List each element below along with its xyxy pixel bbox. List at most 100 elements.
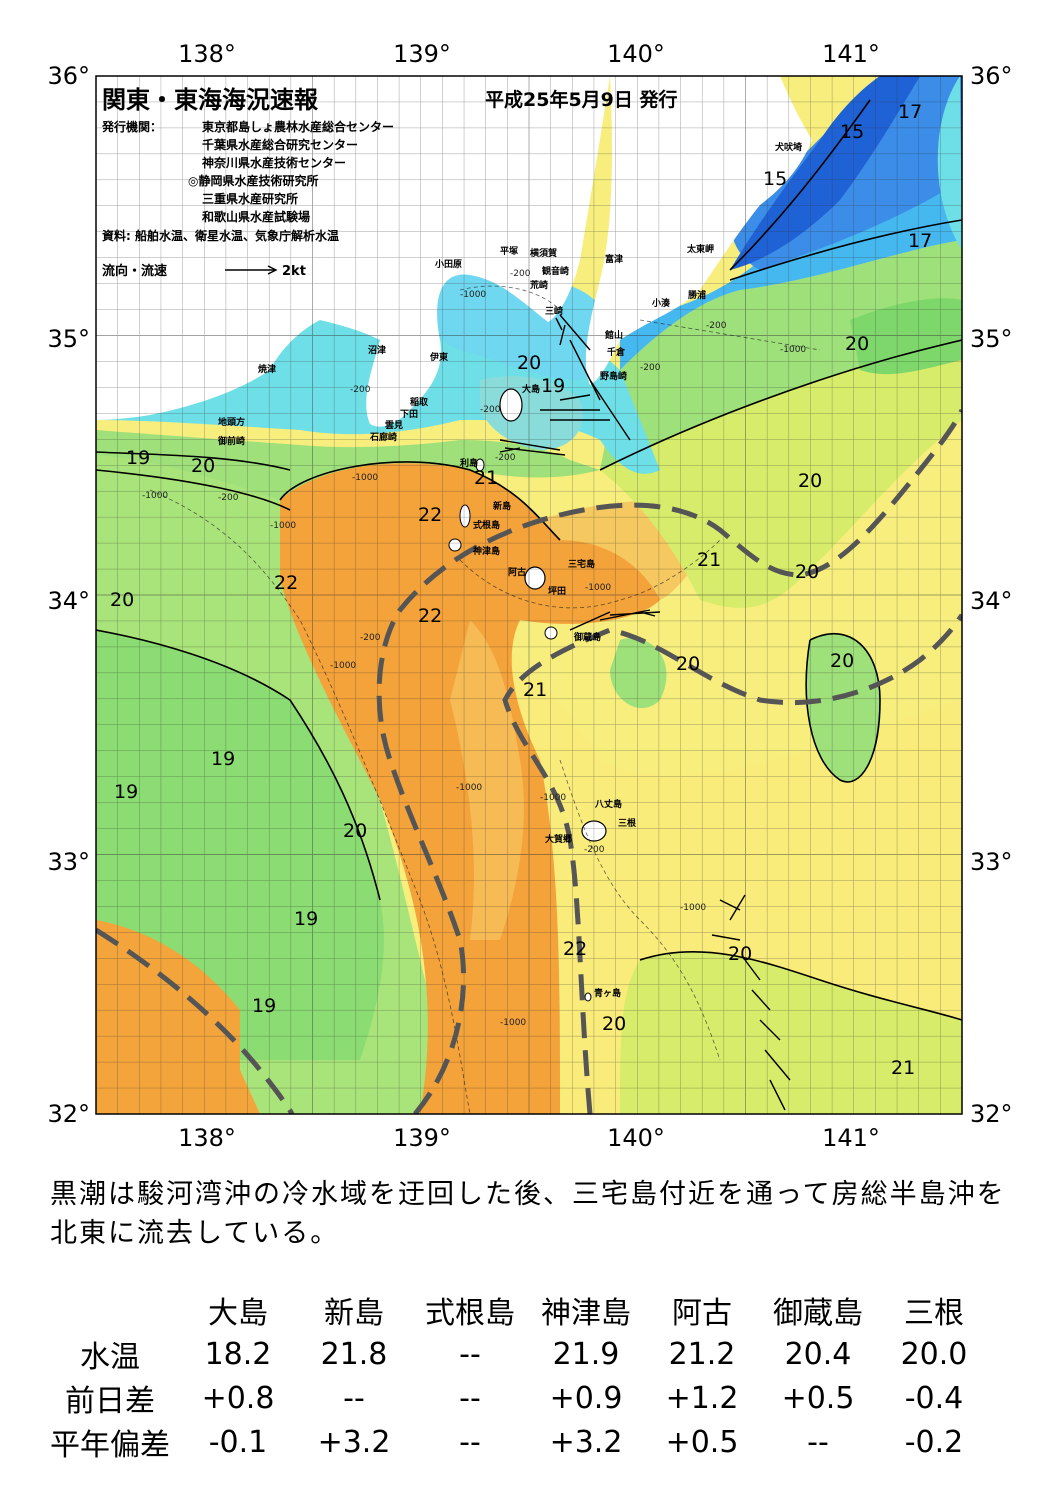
flow-legend-unit: 2kt [282, 264, 306, 279]
cell: 20.0 [900, 1336, 968, 1372]
stats-row-anomaly: 平年偏差 -0.1 +3.2 -- +3.2 +0.5 -- -0.2 [40, 1420, 992, 1464]
zone-yellowgreen-east [600, 340, 962, 608]
latitude-label: 33° [970, 848, 1013, 876]
island-oshima [499, 388, 523, 422]
depth-label: -1000 [142, 491, 168, 501]
latitude-label: 34° [970, 587, 1013, 615]
place-misaki: 三崎 [545, 305, 563, 317]
temp-label: 20 [830, 650, 854, 672]
latitude-label: 32° [47, 1100, 90, 1128]
latitude-labels-right: 36° 35° 34° 33° 32° [970, 62, 1013, 1128]
place-kannonzaki: 観音崎 [542, 265, 569, 277]
issuer-3: 神奈川県水産技術センター [202, 155, 346, 170]
island-toshima [475, 458, 485, 472]
flow-legend-arrowhead [267, 265, 278, 275]
cell: +0.9 [549, 1380, 623, 1416]
place-shikinejima: 式根島 [473, 519, 500, 531]
place-inubozaki: 犬吠埼 [774, 141, 802, 153]
cell: -- [459, 1336, 481, 1372]
longitude-label: 141° [822, 1124, 880, 1152]
depth-label: -1000 [500, 1018, 526, 1028]
isotherm-21 [279, 461, 561, 541]
depth-label: -1000 [460, 290, 486, 300]
temp-label: 20 [110, 589, 134, 611]
place-ako: 阿古 [508, 566, 526, 578]
place-irozaki: 石廊崎 [369, 431, 397, 443]
longitude-label: 139° [393, 1124, 451, 1152]
depth-label: -1000 [330, 661, 356, 671]
cell: 18.2 [204, 1336, 272, 1372]
isotherm-15 [729, 99, 871, 271]
isotherm-20-east [599, 339, 962, 471]
cell: -0.2 [904, 1424, 964, 1460]
data-source: 資料: 船舶水温、衛星水温、気象庁解析水温 [102, 228, 339, 243]
place-name-labels: 犬吠埼 太東岬 勝浦 小湊 富津 観音崎 横須賀 平塚 小田原 荒崎 三崎 館山… [217, 141, 802, 999]
depth-200-boso [639, 319, 821, 351]
place-oshima: 大島 [522, 383, 540, 395]
place-mikurajima: 御蔵島 [573, 631, 601, 643]
temp-label: 19 [252, 995, 276, 1017]
cell: 21.9 [552, 1336, 620, 1372]
station-kozushima: 神津島 [541, 1296, 631, 1331]
temp-label: 15 [840, 121, 864, 143]
island-miyakejima [524, 566, 546, 590]
latitude-label: 32° [970, 1100, 1013, 1128]
cell: +3.2 [317, 1424, 391, 1460]
latitude-label: 36° [970, 62, 1013, 90]
depth-1000-izu [459, 539, 721, 609]
temp-label: 21 [891, 1057, 915, 1079]
kuroshio-outer-axis [376, 408, 962, 1114]
depth-1000-hachijo [559, 759, 721, 1061]
cell: -0.4 [904, 1380, 964, 1416]
temp-label: 21 [474, 467, 498, 489]
cell: -- [459, 1424, 481, 1460]
issuer-2: 千葉県水産総合研究センター [202, 137, 358, 152]
issuer-label: 発行機関： [101, 119, 162, 134]
stats-row-daydiff: 前日差 +0.8 -- -- +0.9 +1.2 +0.5 -0.4 [40, 1376, 992, 1420]
stats-row-temp: 水温 18.2 21.8 -- 21.9 21.2 20.4 20.0 [40, 1332, 992, 1376]
isotherm-lines [96, 99, 962, 1021]
latitude-label: 33° [47, 848, 90, 876]
temp-label: 19 [211, 748, 235, 770]
island-kozushima [448, 538, 462, 552]
issuer-6: 和歌山県水産試験場 [201, 209, 310, 224]
issuer-5: 三重県水産研究所 [202, 191, 298, 206]
zone-18-edge [937, 76, 962, 250]
temp-label: 22 [418, 504, 442, 526]
depth-label: -1000 [456, 783, 482, 793]
station-ako: 阿古 [672, 1296, 732, 1331]
arrows-misaki [555, 317, 566, 346]
depth-1000-west [149, 489, 471, 1114]
latitude-label: 35° [47, 325, 90, 353]
latitude-label: 34° [47, 587, 90, 615]
station-stats-table: 大島 新島 式根島 神津島 阿古 御蔵島 三根 水温 18.2 21.8 -- … [40, 1288, 992, 1464]
island-aogashima [584, 992, 592, 1002]
place-aogashima: 青ヶ島 [594, 987, 621, 999]
island-niijima [459, 504, 471, 528]
depth-label: -1000 [270, 521, 296, 531]
temp-label: 20 [845, 333, 869, 355]
place-yaizu: 焼津 [258, 363, 276, 375]
cell: -- [343, 1380, 365, 1416]
depth-label: -200 [480, 405, 501, 415]
isotherm-19 [96, 451, 291, 471]
cell: +0.5 [781, 1380, 855, 1416]
place-kominato: 小湊 [651, 297, 671, 309]
depth-label: -1000 [585, 583, 611, 593]
arrows-toshima [499, 439, 566, 456]
station-shikinejima: 式根島 [425, 1296, 515, 1331]
temp-label: 22 [563, 938, 587, 960]
kuroshio-axis-lines [96, 408, 962, 1114]
temp-label: 17 [898, 101, 922, 123]
cell: -- [807, 1424, 829, 1460]
zone-green-northeast-2 [850, 298, 962, 375]
depth-contours [149, 285, 821, 1114]
station-mikurajima: 御蔵島 [773, 1296, 863, 1331]
cell: 21.8 [320, 1336, 388, 1372]
isotherm-value-labels: 15 15 17 17 19 19 19 19 19 19 20 20 20 2… [110, 101, 932, 1079]
zone-green-eddy-east [806, 633, 880, 782]
depth-label: -1000 [680, 903, 706, 913]
longitude-label: 138° [178, 1124, 236, 1152]
place-hiratsuka: 平塚 [500, 245, 518, 257]
